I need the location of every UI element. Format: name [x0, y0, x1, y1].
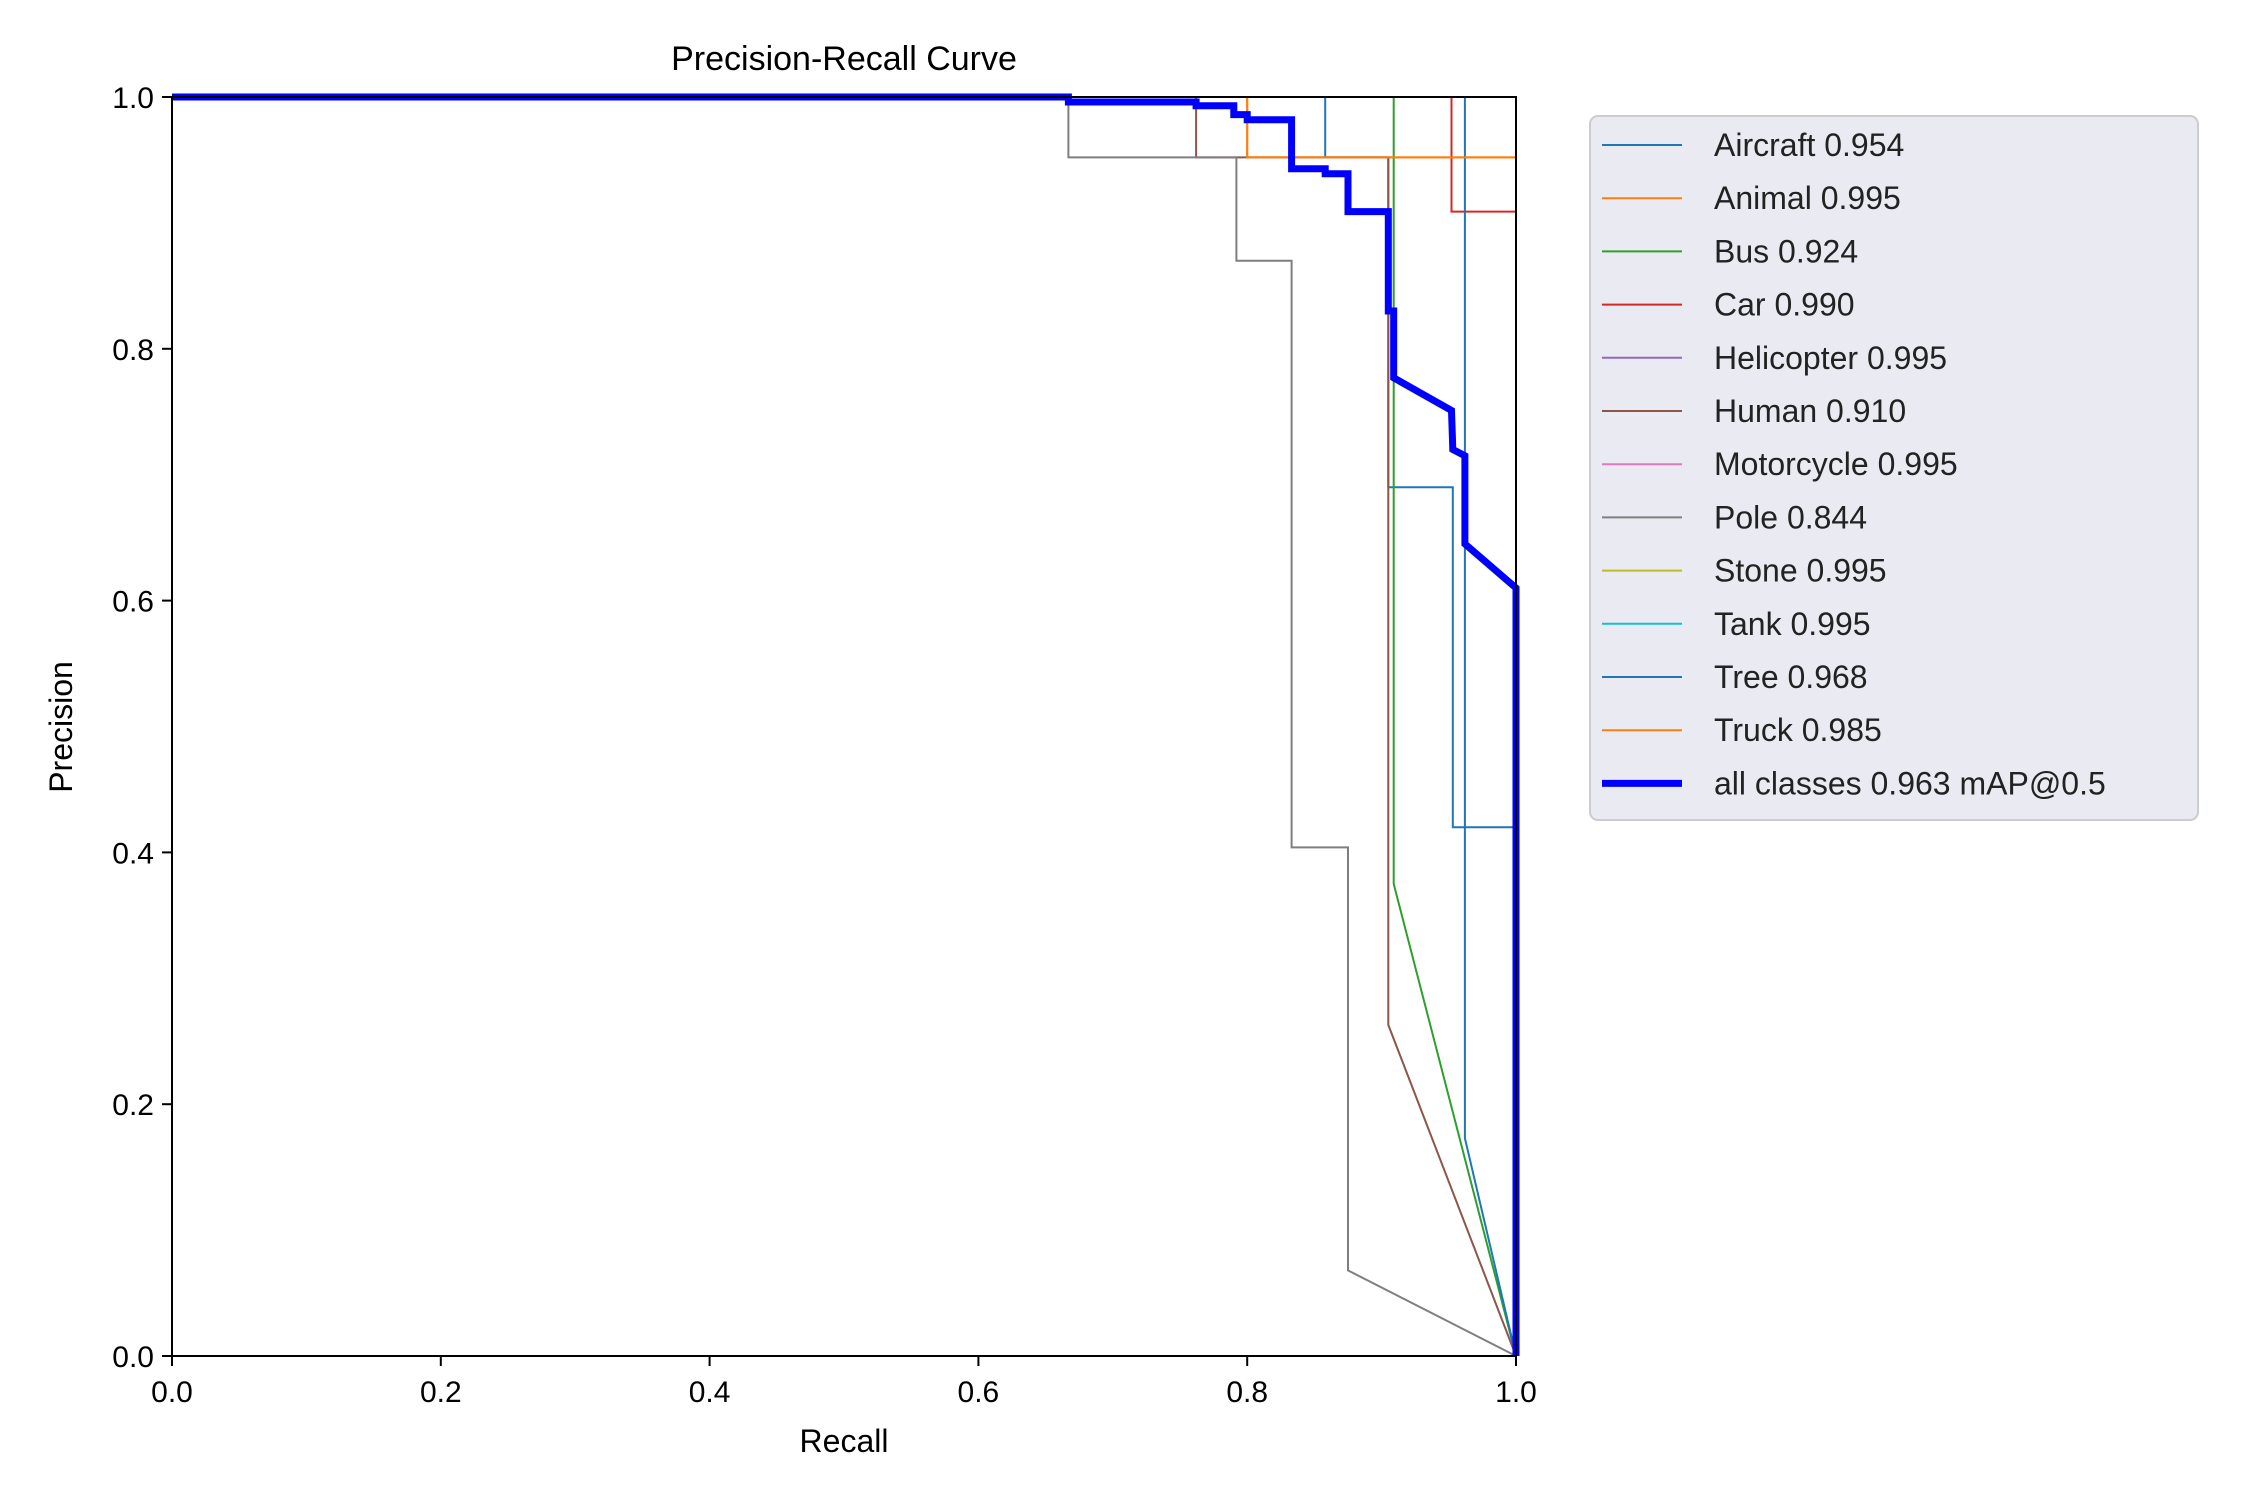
legend: Aircraft 0.954 Animal 0.995 Bus 0.924 Car 0…: [1589, 115, 2199, 821]
x-tick-label: 0.0: [151, 1376, 193, 1409]
y-axis-ticks: 0.0 0.2 0.4 0.6 0.8 1.0: [112, 82, 172, 1374]
plot-frame: [171, 96, 1517, 1357]
y-axis-label: Precision: [43, 661, 79, 793]
y-tick-label: 0.4: [112, 837, 154, 870]
x-tick-label: 0.2: [420, 1376, 462, 1409]
legend-label: Stone 0.995: [1714, 553, 1887, 589]
y-tick-label: 0.6: [112, 586, 154, 619]
legend-box: [1589, 115, 2199, 821]
x-tick-label: 0.8: [1226, 1376, 1268, 1409]
legend-label: all classes 0.963 mAP@0.5: [1714, 765, 2106, 801]
x-tick-label: 0.4: [689, 1376, 731, 1409]
series-line-7: [172, 96, 1517, 1357]
legend-label: Helicopter 0.995: [1714, 340, 1947, 376]
legend-label: Truck 0.985: [1714, 712, 1882, 748]
y-tick-label: 1.0: [112, 82, 154, 115]
legend-label: Motorcycle 0.995: [1714, 446, 1958, 482]
x-axis-label: Recall: [800, 1423, 889, 1459]
legend-label: Human 0.910: [1714, 393, 1906, 429]
x-tick-label: 0.6: [958, 1376, 1000, 1409]
y-tick-label: 0.2: [112, 1089, 154, 1122]
legend-label: Animal 0.995: [1714, 180, 1901, 216]
legend-label: Bus 0.924: [1714, 233, 1858, 269]
x-axis-ticks: 0.0 0.2 0.4 0.6 0.8 1.0: [151, 1356, 1537, 1409]
legend-label: Car 0.990: [1714, 287, 1855, 323]
legend-label: Pole 0.844: [1714, 499, 1867, 535]
x-tick-label: 1.0: [1495, 1376, 1537, 1409]
legend-label: Aircraft 0.954: [1714, 127, 1904, 163]
chart-title: Precision-Recall Curve: [671, 40, 1017, 78]
legend-items: Aircraft 0.954 Animal 0.995 Bus 0.924 Car 0…: [1602, 127, 2106, 801]
y-tick-label: 0.8: [112, 334, 154, 367]
y-tick-label: 0.0: [112, 1341, 154, 1374]
legend-label: Tank 0.995: [1714, 606, 1871, 642]
legend-label: Tree 0.968: [1714, 659, 1868, 695]
series-line-12: [172, 93, 1520, 1356]
